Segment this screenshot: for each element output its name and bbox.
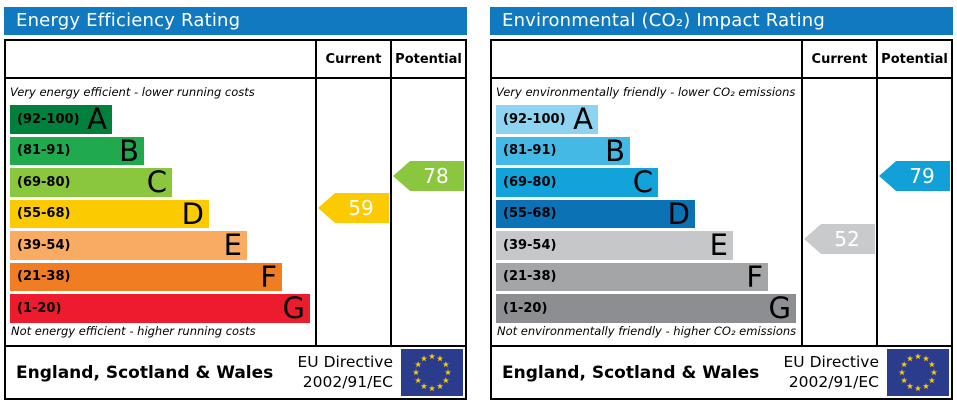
band-letter: B	[119, 133, 139, 168]
band-chart: Very environmentally friendly - lower CO…	[492, 79, 801, 345]
eu-directive-label: EU Directive 2002/91/EC	[298, 353, 394, 392]
current-rating-arrow: 52	[804, 224, 875, 254]
band-b: (81-91) B	[496, 133, 630, 168]
table-footer: England, Scotland & Wales EU Directive 2…	[6, 345, 465, 398]
band-chart: Very energy efficient - lower running co…	[6, 79, 315, 345]
table-footer: England, Scotland & Wales EU Directive 2…	[492, 345, 951, 398]
band-range: (69-80)	[17, 174, 71, 190]
region-label: England, Scotland & Wales	[502, 362, 760, 383]
table-header-row: Current Potential	[492, 41, 951, 79]
band-range: (69-80)	[503, 174, 557, 190]
eu-flag-icon	[401, 349, 463, 396]
band-range: (55-68)	[17, 206, 71, 222]
rating-table: Current Potential Very environmentally f…	[490, 39, 953, 400]
band-e: (39-54) E	[496, 231, 733, 260]
panel-title: Environmental (CO₂) Impact Rating	[490, 7, 953, 35]
band-range: (81-91)	[17, 143, 71, 159]
environmental-impact-panel: Environmental (CO₂) Impact Rating Curren…	[490, 7, 953, 400]
band-range: (55-68)	[503, 206, 557, 222]
band-g: (1-20) G	[10, 294, 310, 323]
band-range: (92-100)	[503, 111, 566, 127]
band-letter: D	[181, 196, 204, 231]
band-a: (92-100) A	[496, 105, 598, 134]
bottom-note: Not energy efficient - higher running co…	[11, 324, 256, 338]
band-range: (39-54)	[17, 237, 71, 253]
eu-directive-label: EU Directive 2002/91/EC	[784, 353, 880, 392]
band-f: (21-38) F	[10, 259, 282, 294]
potential-rating-arrow: 78	[393, 161, 464, 191]
band-range: (81-91)	[503, 143, 557, 159]
band-f: (21-38) F	[496, 259, 768, 294]
band-a: (92-100) A	[10, 105, 112, 134]
band-letter: E	[223, 228, 242, 263]
current-column: 59	[315, 79, 390, 345]
region-label: England, Scotland & Wales	[16, 362, 274, 383]
top-note: Very energy efficient - lower running co…	[10, 85, 255, 99]
current-column-header: Current	[801, 41, 876, 77]
band-c: (69-80) C	[10, 168, 172, 197]
panel-title: Energy Efficiency Rating	[4, 7, 467, 35]
band-letter: C	[146, 165, 167, 200]
band-range: (1-20)	[17, 300, 62, 316]
band-g: (1-20) G	[496, 294, 796, 323]
current-rating-arrow: 59	[318, 193, 389, 223]
header-spacer	[6, 41, 315, 77]
band-letter: B	[605, 133, 625, 168]
band-range: (92-100)	[17, 111, 80, 127]
energy-efficiency-panel: Energy Efficiency Rating Current Potenti…	[4, 7, 467, 400]
band-letter: E	[709, 228, 728, 263]
bottom-note: Not environmentally friendly - higher CO…	[497, 324, 797, 338]
band-letter: A	[573, 102, 593, 137]
top-note: Very environmentally friendly - lower CO…	[496, 85, 796, 99]
band-b: (81-91) B	[10, 133, 144, 168]
potential-column: 78	[390, 79, 465, 345]
band-letter: G	[768, 291, 791, 326]
eu-directive-line1: EU Directive	[297, 353, 394, 372]
table-body: Very energy efficient - lower running co…	[6, 79, 465, 345]
potential-column-header: Potential	[876, 41, 951, 77]
band-range: (1-20)	[503, 300, 548, 316]
band-d: (55-68) D	[496, 196, 695, 231]
band-letter: D	[667, 196, 690, 231]
current-column: 52	[801, 79, 876, 345]
band-range: (21-38)	[17, 269, 71, 285]
eu-directive-line2: 2002/91/EC	[788, 372, 879, 391]
eu-directive-line2: 2002/91/EC	[302, 372, 393, 391]
band-letter: F	[746, 259, 763, 294]
eu-flag-icon	[887, 349, 949, 396]
band-c: (69-80) C	[496, 168, 658, 197]
band-range: (21-38)	[503, 269, 557, 285]
potential-column: 79	[876, 79, 951, 345]
band-letter: G	[282, 291, 305, 326]
rating-table: Current Potential Very energy efficient …	[4, 39, 467, 400]
potential-column-header: Potential	[390, 41, 465, 77]
eu-directive-line1: EU Directive	[783, 353, 880, 372]
band-e: (39-54) E	[10, 231, 247, 260]
potential-rating-arrow: 79	[879, 161, 950, 191]
table-header-row: Current Potential	[6, 41, 465, 79]
band-range: (39-54)	[503, 237, 557, 253]
current-column-header: Current	[315, 41, 390, 77]
table-body: Very environmentally friendly - lower CO…	[492, 79, 951, 345]
header-spacer	[492, 41, 801, 77]
band-letter: A	[87, 102, 107, 137]
band-d: (55-68) D	[10, 196, 209, 231]
band-letter: C	[632, 165, 653, 200]
band-letter: F	[260, 259, 277, 294]
